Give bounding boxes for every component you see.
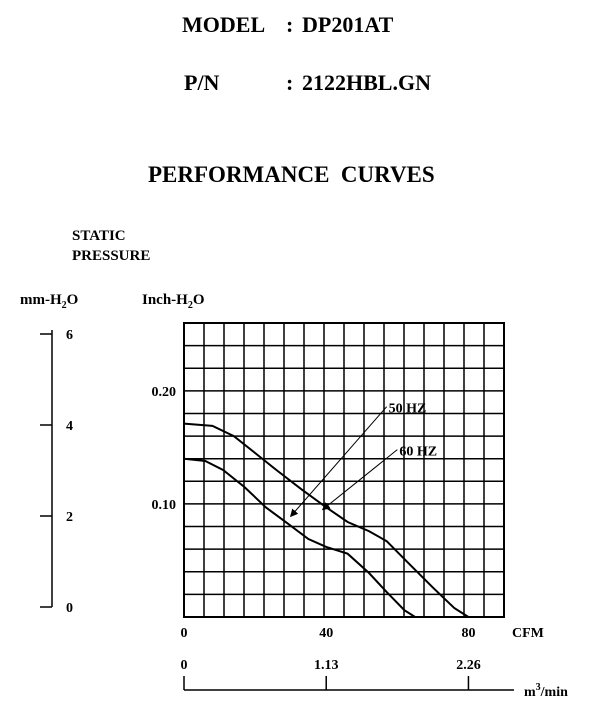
- model-value: DP201AT: [302, 12, 394, 37]
- chart-axes: 0.10 0.20 0 40 80 0 1.13 2.26 0 2 4 6: [40, 328, 514, 691]
- section-title: PERFORMANCE CURVES: [148, 162, 435, 187]
- model-colon: :: [286, 12, 294, 37]
- cfm-tick-label: 80: [461, 626, 475, 641]
- pn-label: P/N: [184, 70, 220, 95]
- inch-h2o-unit-label: Inch-H2O: [142, 292, 205, 311]
- m3-tick-label: 0: [181, 658, 188, 673]
- mm-tick-label: 2: [66, 510, 73, 525]
- chart-annotations: 50 HZ 60 HZ: [290, 402, 437, 518]
- mm-tick-label: 0: [66, 601, 73, 616]
- series-arrow-2: [321, 449, 398, 511]
- series-line-1: [183, 422, 469, 618]
- model-label: MODEL: [182, 12, 266, 37]
- cfm-unit-label: CFM: [512, 626, 544, 641]
- static-pressure-label-line1: STATIC: [72, 228, 126, 244]
- series-label-2: 60 HZ: [399, 445, 437, 460]
- pn-colon: :: [286, 70, 294, 95]
- m3-tick-label: 2.26: [456, 658, 481, 673]
- pn-value: 2122HBL.GN: [302, 70, 431, 95]
- m3-per-min-unit-label: m3/min: [524, 682, 568, 700]
- m3-tick-label: 1.13: [314, 658, 339, 673]
- inch-tick-label: 0.10: [152, 498, 177, 513]
- mm-tick-label: 4: [66, 419, 73, 434]
- series-arrow-1: [290, 406, 388, 518]
- static-pressure-label-line2: PRESSURE: [72, 248, 151, 264]
- mm-h2o-unit-label: mm-H2O: [20, 292, 79, 311]
- chart-curves: [183, 422, 469, 618]
- series-label-1: 50 HZ: [389, 402, 427, 417]
- cfm-tick-label: 40: [319, 626, 333, 641]
- m3-exponent: 3: [536, 682, 541, 693]
- chart-grid: [183, 322, 505, 618]
- mm-tick-label: 6: [66, 328, 73, 343]
- inch-tick-label: 0.20: [152, 385, 177, 400]
- cfm-tick-label: 0: [181, 626, 188, 641]
- plot-frame: [183, 322, 505, 618]
- series-line-2: [183, 457, 416, 618]
